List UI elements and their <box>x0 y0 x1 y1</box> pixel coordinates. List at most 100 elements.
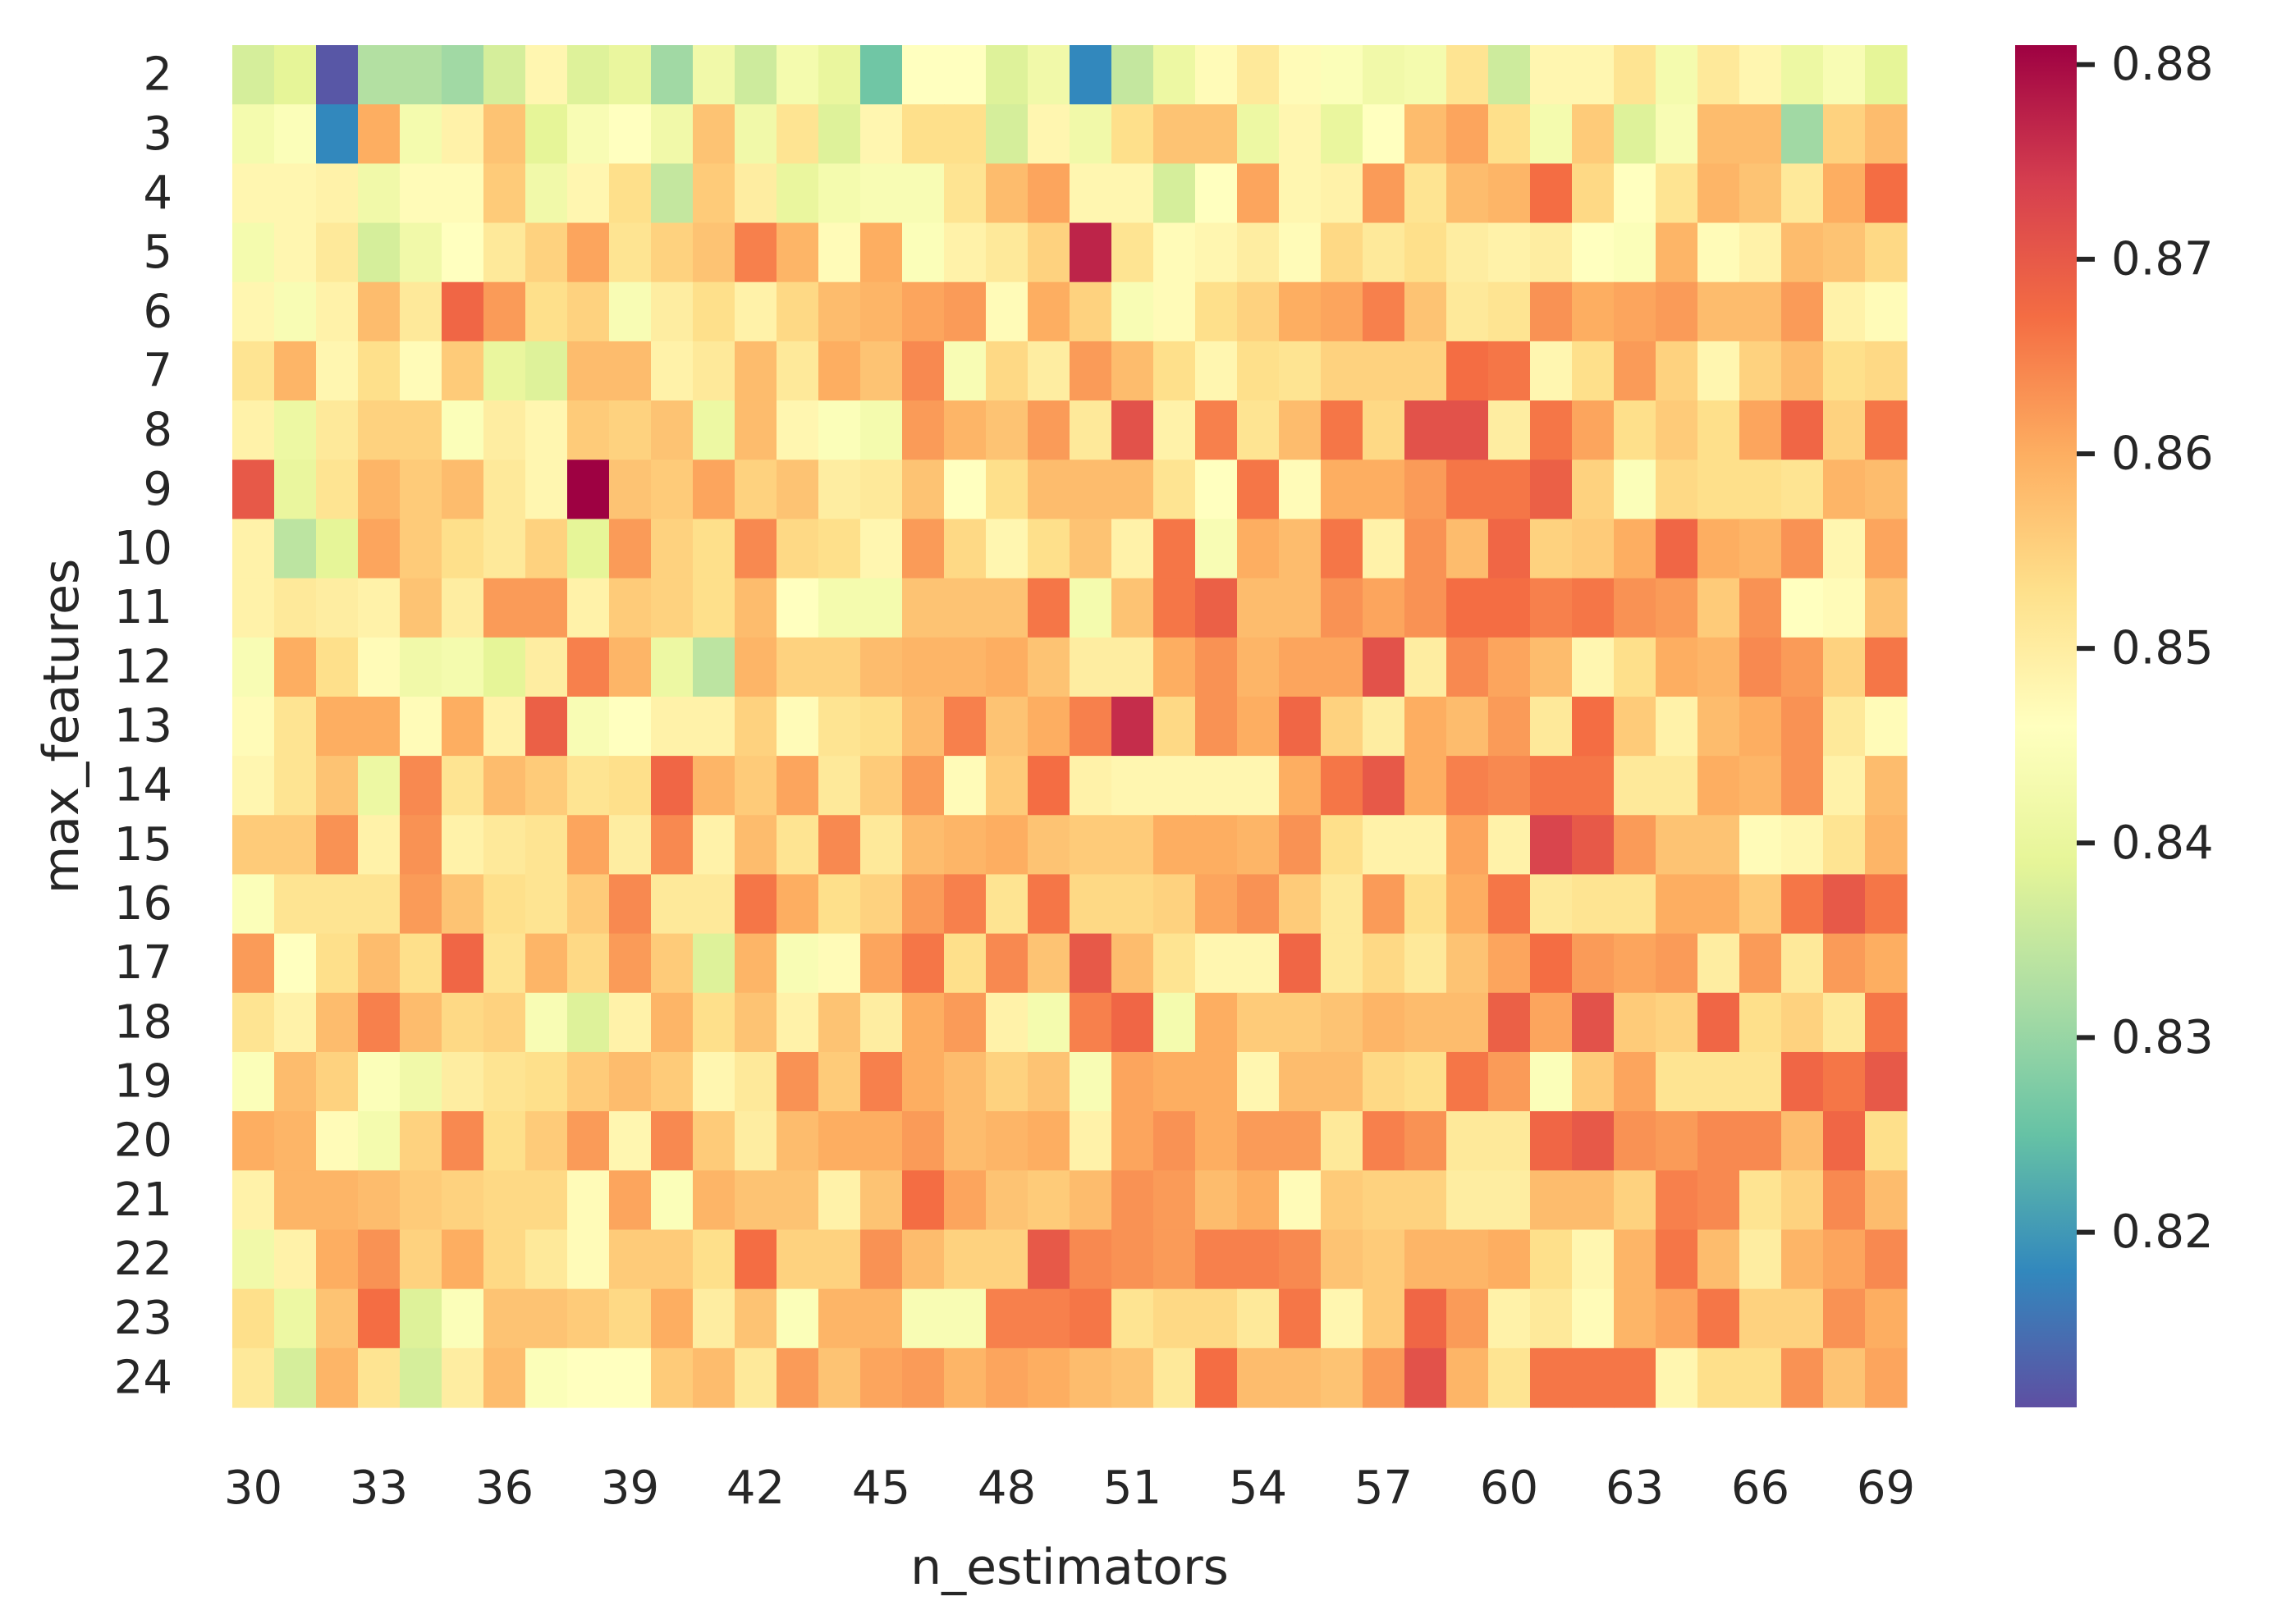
heatmap-cell <box>902 578 945 638</box>
x-tick-label: 30 <box>224 1462 282 1515</box>
heatmap-cell <box>1153 1288 1196 1349</box>
heatmap-cell <box>1279 400 1322 460</box>
heatmap-cell <box>1028 222 1070 283</box>
heatmap-cell <box>1195 222 1238 283</box>
heatmap-cell <box>609 992 652 1053</box>
heatmap-cell <box>525 341 568 401</box>
heatmap-cell <box>1697 1347 1740 1408</box>
heatmap-cell <box>1614 1347 1656 1408</box>
y-tick-label: 24 <box>114 1351 172 1404</box>
heatmap-cell <box>525 1111 568 1171</box>
heatmap-cell <box>1321 815 1363 876</box>
heatmap-cell <box>1697 281 1740 342</box>
heatmap-cell <box>777 281 819 342</box>
y-tick-label: 6 <box>143 285 172 338</box>
heatmap-cell <box>1028 1347 1070 1408</box>
y-tick-label: 9 <box>143 463 172 516</box>
heatmap-cell <box>358 874 401 935</box>
heatmap-cell <box>1823 519 1866 579</box>
heatmap-cell <box>358 1347 401 1408</box>
heatmap-cell <box>818 933 861 994</box>
heatmap-cell <box>1111 578 1154 638</box>
heatmap-cell <box>1363 281 1405 342</box>
heatmap-cell <box>609 104 652 164</box>
heatmap-cell <box>735 874 777 935</box>
heatmap-cell <box>777 1347 819 1408</box>
heatmap-cell <box>818 815 861 876</box>
heatmap-cell <box>400 519 442 579</box>
heatmap-cell <box>818 637 861 698</box>
heatmap-cell <box>1572 1051 1615 1112</box>
heatmap-cell <box>1488 281 1531 342</box>
heatmap-cell <box>1028 756 1070 816</box>
heatmap-cell <box>1195 578 1238 638</box>
heatmap-cell <box>777 1229 819 1290</box>
heatmap-cell <box>818 222 861 283</box>
heatmap-cell <box>400 933 442 994</box>
heatmap-cell <box>944 815 987 876</box>
heatmap-cell <box>1111 400 1154 460</box>
heatmap-cell <box>1404 578 1447 638</box>
heatmap-cell <box>651 460 694 519</box>
heatmap-cell <box>1530 45 1573 105</box>
heatmap-cell <box>1739 815 1782 876</box>
heatmap-cell <box>818 874 861 935</box>
heatmap-cell <box>316 281 359 342</box>
heatmap-cell <box>693 578 735 638</box>
heatmap-cell <box>986 1051 1029 1112</box>
heatmap-cell <box>1111 637 1154 698</box>
heatmap-cell <box>1865 637 1908 698</box>
heatmap-cell <box>1823 163 1866 224</box>
heatmap-cell <box>1153 104 1196 164</box>
heatmap-cell <box>777 756 819 816</box>
heatmap-cell <box>316 1170 359 1231</box>
heatmap-cell <box>609 222 652 283</box>
heatmap-cell <box>693 104 735 164</box>
heatmap-cell <box>1697 992 1740 1053</box>
heatmap-cell <box>777 163 819 224</box>
heatmap-cell <box>1446 1051 1489 1112</box>
heatmap-cell <box>609 933 652 994</box>
heatmap-cell <box>1446 1347 1489 1408</box>
heatmap-cell <box>693 1170 735 1231</box>
heatmap-cell <box>986 1111 1029 1171</box>
heatmap-cell <box>358 281 401 342</box>
heatmap-cell <box>316 992 359 1053</box>
heatmap-cell <box>902 163 945 224</box>
heatmap-cell <box>1237 933 1280 994</box>
heatmap-cell <box>483 1229 526 1290</box>
heatmap-cell <box>1153 519 1196 579</box>
heatmap-cell <box>693 637 735 698</box>
heatmap-cell <box>316 874 359 935</box>
heatmap-cell <box>525 222 568 283</box>
heatmap-cell <box>651 756 694 816</box>
heatmap-cell <box>1111 1051 1154 1112</box>
heatmap-cell <box>1446 104 1489 164</box>
heatmap-cell <box>1363 815 1405 876</box>
heatmap-cell <box>1739 1288 1782 1349</box>
heatmap-cell <box>735 992 777 1053</box>
heatmap-cell <box>1363 341 1405 401</box>
heatmap-cell <box>1279 104 1322 164</box>
heatmap-cell <box>1070 815 1112 876</box>
heatmap-cell <box>651 637 694 698</box>
heatmap-cell <box>1321 45 1363 105</box>
heatmap-cell <box>567 1170 610 1231</box>
heatmap-cell <box>1363 222 1405 283</box>
heatmap-cell <box>1739 45 1782 105</box>
heatmap-cell <box>986 992 1029 1053</box>
heatmap-cell <box>1572 341 1615 401</box>
heatmap-cell <box>1195 163 1238 224</box>
heatmap-cell <box>735 756 777 816</box>
y-tick-label: 14 <box>114 759 172 812</box>
heatmap-cell <box>986 874 1029 935</box>
heatmap-cell <box>1656 45 1698 105</box>
heatmap-cell <box>1739 1229 1782 1290</box>
heatmap-cell <box>1697 815 1740 876</box>
heatmap-cell <box>1572 519 1615 579</box>
heatmap-cell <box>1404 815 1447 876</box>
heatmap-cell <box>1111 696 1154 757</box>
heatmap-cell <box>525 460 568 519</box>
heatmap-cell <box>777 637 819 698</box>
heatmap-cell <box>1614 163 1656 224</box>
